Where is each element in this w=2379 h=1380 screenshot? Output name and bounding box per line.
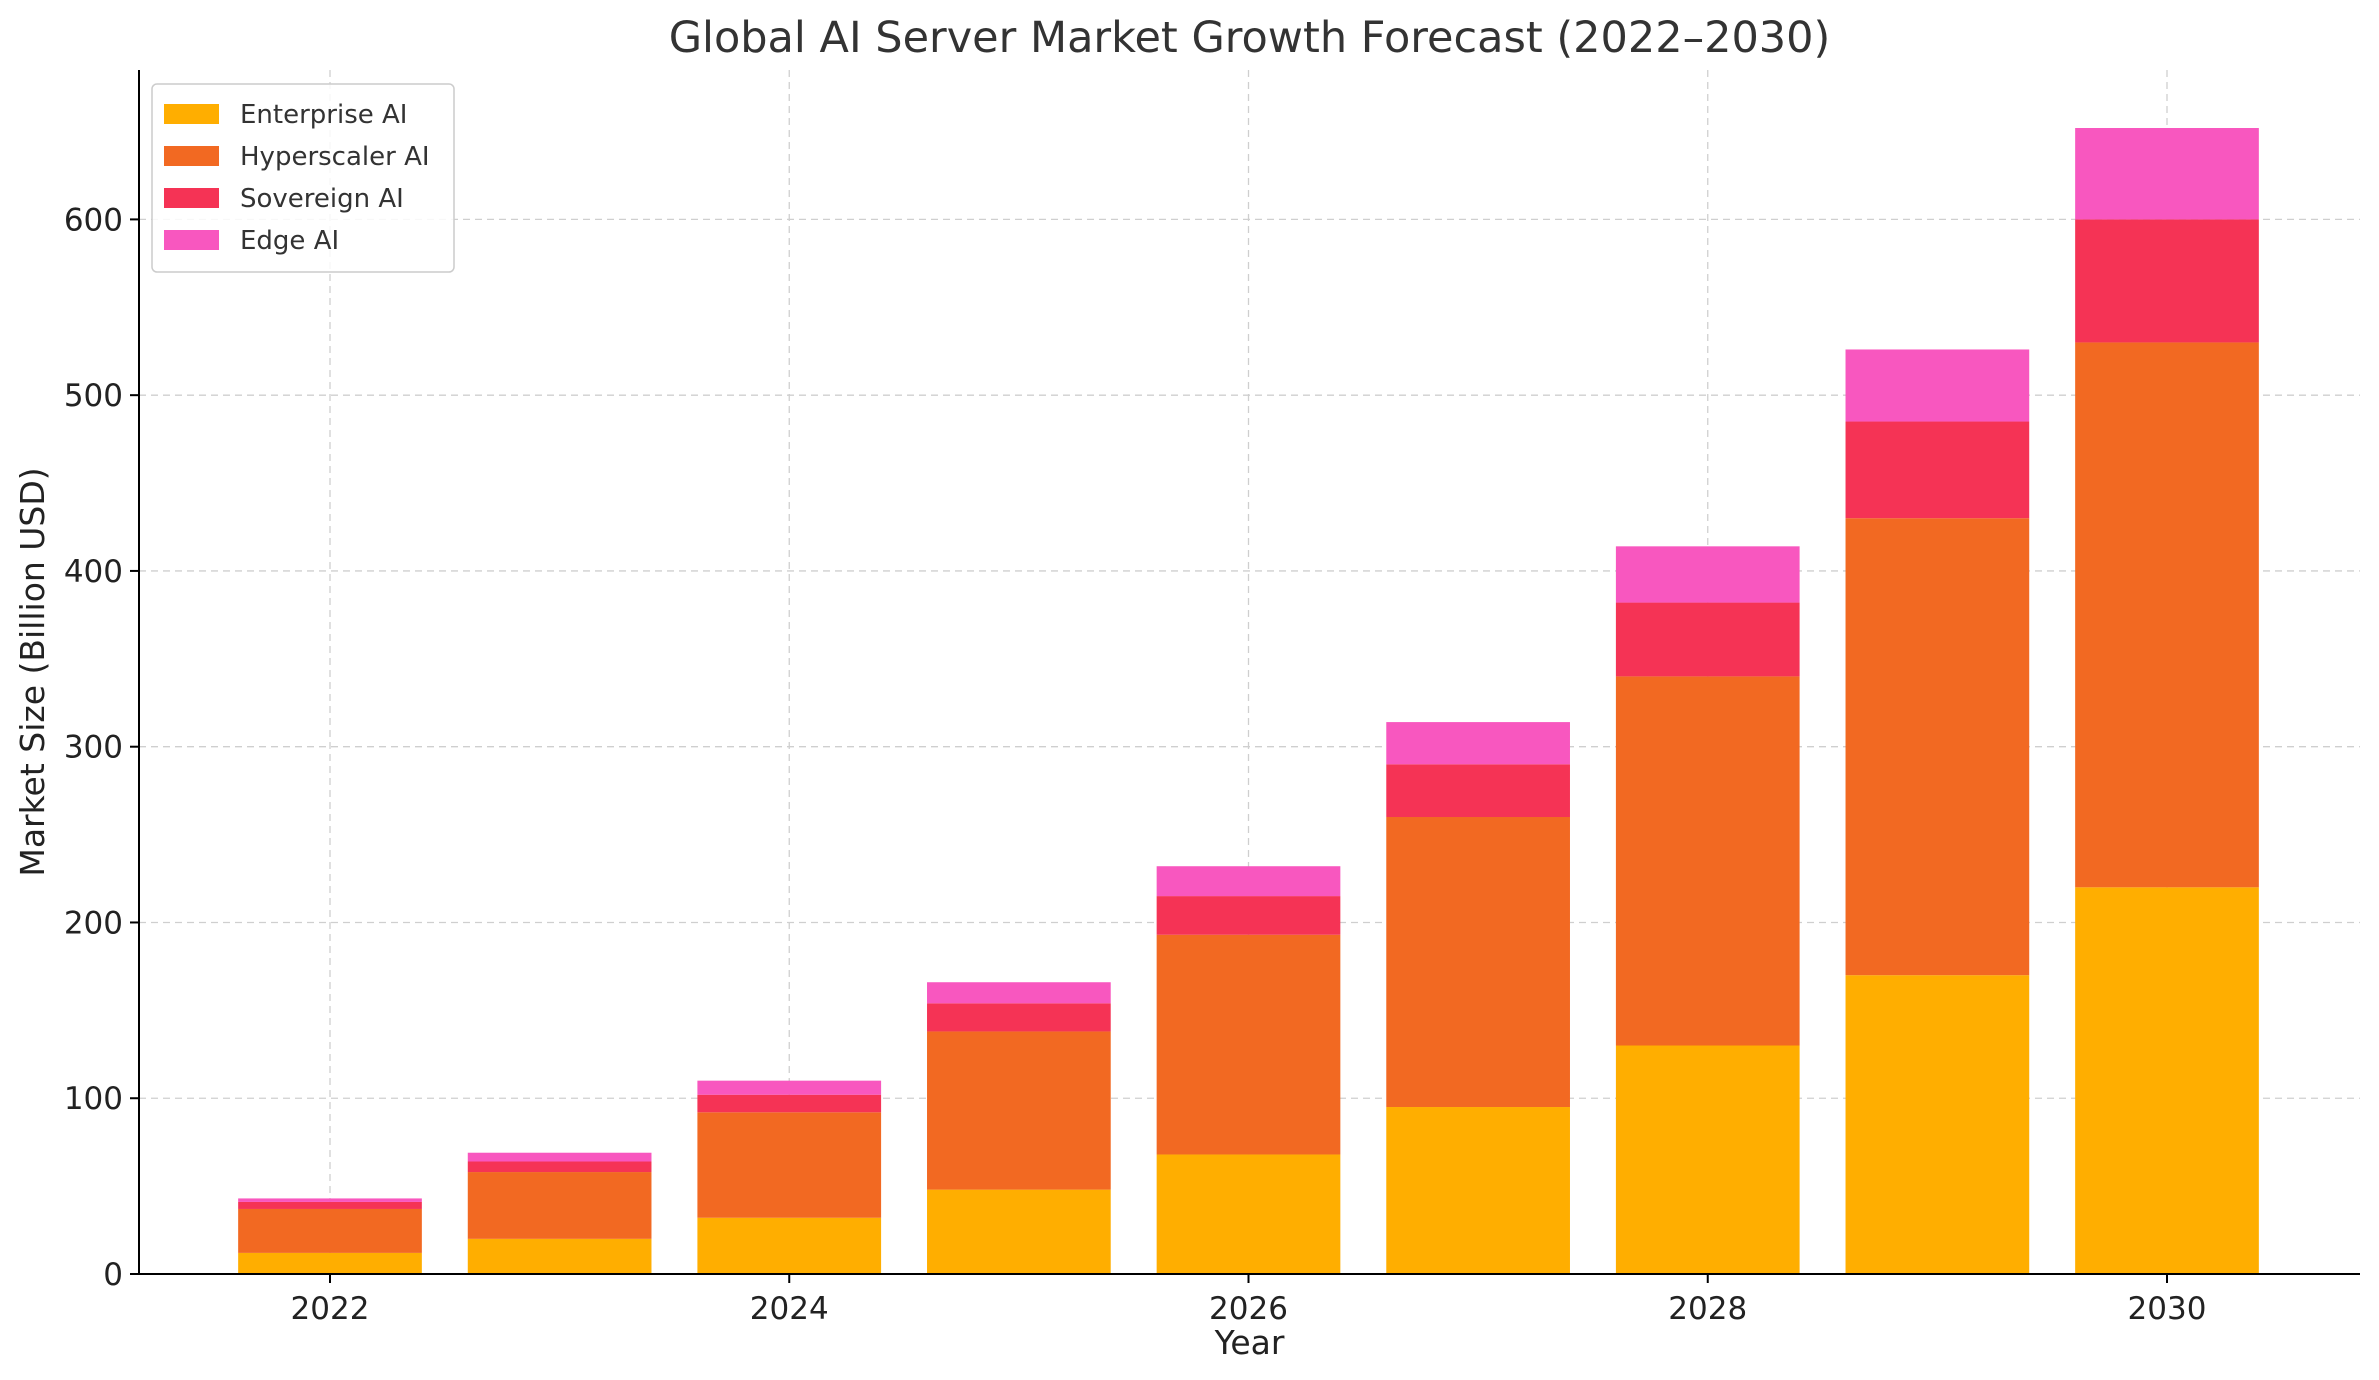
bar-hyperscaler-ai-2028 (1615, 676, 1800, 1046)
bar-edge-ai-2027 (1386, 722, 1570, 765)
bar-edge-ai-2030 (2075, 128, 2259, 220)
legend-swatch-edge-ai (164, 230, 219, 250)
legend-swatch-hyperscaler-ai (164, 146, 219, 166)
bar-sovereign-ai-2024 (697, 1094, 882, 1113)
chart-title: Global AI Server Market Growth Forecast … (669, 13, 1831, 63)
bar-sovereign-ai-2022 (238, 1201, 422, 1209)
x-tick-label: 2022 (291, 1291, 370, 1327)
bar-sovereign-ai-2023 (467, 1161, 652, 1173)
y-tick-label: 200 (64, 905, 123, 941)
legend-swatch-sovereign-ai (164, 188, 219, 208)
bar-sovereign-ai-2028 (1615, 602, 1800, 677)
bar-hyperscaler-ai-2024 (697, 1112, 882, 1218)
bar-sovereign-ai-2025 (927, 1003, 1111, 1032)
legend-box (151, 83, 455, 273)
bar-enterprise-ai-2028 (1615, 1045, 1800, 1274)
legend-label-edge-ai: Edge AI (240, 226, 339, 256)
x-tick-label: 2024 (750, 1291, 829, 1327)
bar-edge-ai-2026 (1156, 866, 1341, 897)
bar-edge-ai-2022 (238, 1198, 422, 1202)
bar-hyperscaler-ai-2025 (927, 1031, 1111, 1190)
x-axis-label: Year (1214, 1323, 1285, 1362)
bar-enterprise-ai-2030 (2075, 887, 2259, 1274)
x-tick-label: 2030 (2128, 1291, 2207, 1327)
bar-edge-ai-2023 (467, 1152, 652, 1162)
bar-edge-ai-2028 (1615, 546, 1800, 603)
bar-edge-ai-2024 (697, 1080, 882, 1095)
bar-edge-ai-2025 (927, 982, 1111, 1004)
legend-swatch-enterprise-ai (164, 104, 219, 124)
y-tick-label: 300 (64, 730, 123, 766)
y-tick-label: 600 (64, 202, 123, 238)
bar-edge-ai-2029 (1845, 349, 2030, 422)
bar-sovereign-ai-2030 (2075, 219, 2259, 343)
y-tick-label: 100 (64, 1081, 123, 1117)
bar-enterprise-ai-2029 (1845, 975, 2030, 1274)
bar-hyperscaler-ai-2022 (238, 1208, 422, 1253)
y-tick-label: 400 (64, 554, 123, 590)
y-tick-label: 500 (64, 378, 123, 414)
y-axis-label: Market Size (Billion USD) (13, 467, 52, 876)
bar-enterprise-ai-2026 (1156, 1154, 1341, 1274)
legend: Enterprise AI Hyperscaler AI Sovereign AI E… (151, 83, 455, 273)
bar-hyperscaler-ai-2029 (1845, 518, 2030, 976)
legend-label-enterprise-ai: Enterprise AI (240, 100, 407, 130)
bar-hyperscaler-ai-2026 (1156, 934, 1341, 1155)
bar-enterprise-ai-2025 (927, 1189, 1111, 1274)
x-tick-label: 2028 (1668, 1291, 1747, 1327)
bar-enterprise-ai-2022 (238, 1252, 422, 1274)
bar-enterprise-ai-2027 (1386, 1107, 1570, 1274)
bar-hyperscaler-ai-2027 (1386, 817, 1570, 1108)
bar-sovereign-ai-2027 (1386, 764, 1570, 818)
bar-enterprise-ai-2024 (697, 1217, 882, 1274)
bar-hyperscaler-ai-2023 (467, 1172, 652, 1239)
bar-sovereign-ai-2026 (1156, 896, 1341, 935)
bar-sovereign-ai-2029 (1845, 421, 2030, 519)
bars (238, 128, 2259, 1274)
y-tick-label: 0 (103, 1257, 123, 1293)
legend-label-hyperscaler-ai: Hyperscaler AI (240, 142, 430, 172)
legend-label-sovereign-ai: Sovereign AI (240, 184, 404, 214)
bar-hyperscaler-ai-2030 (2075, 342, 2259, 888)
ticks: 0 100 200 300 400 500 600 2022 2024 2026 2028 2030 (64, 202, 2207, 1327)
bar-enterprise-ai-2023 (467, 1238, 652, 1274)
x-tick-label: 2026 (1209, 1291, 1288, 1327)
